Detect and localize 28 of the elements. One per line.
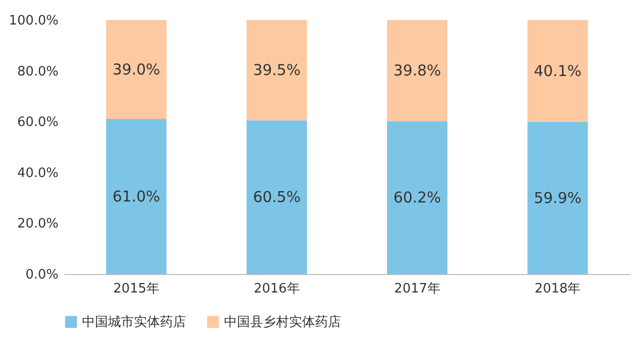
bar: [106, 119, 167, 274]
legend-label: 中国县乡村实体药店: [224, 314, 341, 330]
data-label: 59.9%: [534, 188, 582, 207]
data-label: 39.5%: [252, 61, 301, 80]
x-tick-label: 2015年: [113, 282, 160, 296]
x-tick-label: 2018年: [534, 282, 581, 296]
bar: [106, 20, 167, 120]
y-tick-label: 20.0%: [17, 216, 58, 232]
x-tick-label: 2017年: [394, 282, 440, 296]
data-label: 60.2%: [393, 188, 442, 207]
data-label: 39.0%: [112, 60, 160, 79]
y-tick-label: 60.0%: [17, 115, 58, 130]
bar: [387, 20, 448, 122]
bar: [246, 20, 307, 120]
y-tick-label: 100.0%: [8, 14, 58, 28]
data-label: 61.0%: [112, 188, 160, 206]
data-label: 40.1%: [534, 62, 582, 80]
data-label: 60.5%: [252, 188, 301, 206]
x-tick-label: 2016年: [254, 282, 300, 296]
y-tick-label: 40.0%: [17, 166, 58, 181]
bar: [527, 122, 588, 274]
legend-label: 中国城市实体药店: [82, 314, 186, 330]
bar: [387, 121, 448, 274]
y-tick-label: 80.0%: [17, 64, 58, 80]
bar: [527, 20, 588, 122]
data-label: 39.8%: [393, 62, 442, 80]
y-tick-label: 0.0%: [25, 268, 58, 282]
bar: [246, 120, 307, 274]
